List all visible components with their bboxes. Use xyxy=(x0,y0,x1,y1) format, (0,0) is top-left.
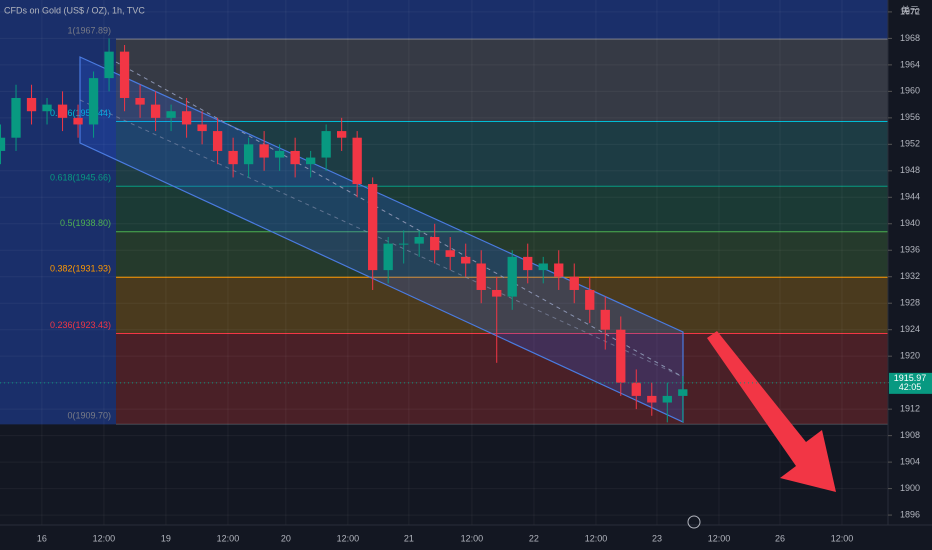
candle-body xyxy=(197,124,207,132)
candle-body xyxy=(554,263,564,277)
candle-body xyxy=(430,237,440,251)
x-tick-label: 12:00 xyxy=(461,533,484,543)
candle-body xyxy=(492,289,502,297)
candle-body xyxy=(305,157,316,165)
x-tick-label: 19 xyxy=(161,533,171,543)
candle-body xyxy=(383,243,393,271)
x-tick-label: 12:00 xyxy=(708,533,731,543)
fib-label: 1(1967.89) xyxy=(67,26,111,36)
y-tick-label: 1960 xyxy=(900,86,920,96)
candle-body xyxy=(150,104,161,118)
candle-body xyxy=(104,51,114,79)
y-tick-label: 1936 xyxy=(900,245,920,255)
candle-body xyxy=(585,289,595,310)
y-tick-label: 1904 xyxy=(900,456,920,466)
x-tick-label: 20 xyxy=(281,533,291,543)
candle-body xyxy=(119,51,130,98)
candle-body xyxy=(26,97,37,112)
y-tick-label: 1940 xyxy=(900,218,920,228)
candle-body xyxy=(647,395,657,403)
y-tick-label: 1972 xyxy=(900,6,920,16)
candle-body xyxy=(569,276,579,290)
candle-body xyxy=(88,78,99,125)
candle-body xyxy=(181,111,192,125)
icon[interactable] xyxy=(687,515,701,529)
arrow xyxy=(707,331,836,492)
candle-body xyxy=(228,150,238,165)
y-tick-label: 1896 xyxy=(900,509,920,519)
candle-body xyxy=(73,117,83,125)
candle-body xyxy=(135,97,145,105)
countdown: 42:05 xyxy=(899,382,922,392)
candle-body xyxy=(337,131,347,138)
candle-body xyxy=(57,104,68,118)
candle-body xyxy=(166,111,176,118)
x-tick-label: 12:00 xyxy=(217,533,240,543)
candle-body xyxy=(600,309,610,330)
candle-body xyxy=(399,243,409,245)
y-tick-label: 1924 xyxy=(900,324,920,334)
y-tick-label: 1952 xyxy=(900,139,920,149)
y-tick-label: 1948 xyxy=(900,165,920,175)
fib-zone xyxy=(116,186,888,232)
y-tick-label: 1912 xyxy=(900,404,920,414)
candle-body xyxy=(476,263,486,290)
candle-body xyxy=(662,395,672,403)
chart-title: CFDs on Gold (US$ / OZ), 1h, TVC xyxy=(4,5,145,15)
candle-body xyxy=(631,382,641,396)
y-tick-label: 1956 xyxy=(900,112,920,122)
candle-body xyxy=(0,137,6,151)
candle-body xyxy=(321,131,331,158)
y-tick-label: 1944 xyxy=(900,192,920,202)
y-tick-label: 1908 xyxy=(900,430,920,440)
candle-body xyxy=(352,137,362,185)
candle-body xyxy=(368,184,378,271)
y-tick-label: 1932 xyxy=(900,271,920,281)
y-tick-label: 1964 xyxy=(900,59,920,69)
candle-body xyxy=(414,237,424,244)
candle-body xyxy=(678,389,688,396)
last-price-label: 1915.97 xyxy=(894,373,927,383)
x-tick-label: 26 xyxy=(775,533,785,543)
fib-zone xyxy=(116,231,888,278)
x-tick-label: 12:00 xyxy=(831,533,854,543)
x-tick-label: 21 xyxy=(404,533,414,543)
candle-body xyxy=(616,329,626,383)
fib-label: 0.5(1938.80) xyxy=(60,218,111,228)
x-tick-label: 16 xyxy=(37,533,47,543)
x-tick-label: 12:00 xyxy=(93,533,116,543)
x-tick-label: 12:00 xyxy=(337,533,360,543)
candle-body xyxy=(445,250,455,257)
y-tick-label: 1920 xyxy=(900,351,920,361)
candle-body xyxy=(243,144,254,165)
fib-label: 0.236(1923.43) xyxy=(50,320,111,330)
candle-body xyxy=(507,256,517,297)
last-price-tag xyxy=(889,372,932,394)
y-tick-label: 1900 xyxy=(900,483,920,493)
candle-body xyxy=(212,131,223,151)
candle-body xyxy=(11,97,21,138)
currency: 美元 xyxy=(901,4,919,15)
candle-body xyxy=(290,150,300,165)
candle-body xyxy=(523,256,533,271)
background-bottom xyxy=(0,424,888,525)
x-tick-label: 23 xyxy=(652,533,662,543)
fib-zone xyxy=(116,39,888,122)
candle-body xyxy=(461,256,471,264)
candle-body xyxy=(259,144,269,158)
candle-body xyxy=(274,150,285,158)
y-tick-label: 1968 xyxy=(900,33,920,43)
fib-label: 0(1909.70) xyxy=(67,411,111,421)
fib-label: 0.618(1945.66) xyxy=(50,173,111,183)
fib-label: 0.382(1931.93) xyxy=(50,264,111,274)
candle-body xyxy=(538,263,548,271)
candle-body xyxy=(42,104,52,112)
x-tick-label: 22 xyxy=(529,533,539,543)
fib-zone xyxy=(116,277,888,334)
x-tick-label: 12:00 xyxy=(585,533,608,543)
y-tick-label: 1928 xyxy=(900,298,920,308)
channel-dashed xyxy=(79,99,684,378)
